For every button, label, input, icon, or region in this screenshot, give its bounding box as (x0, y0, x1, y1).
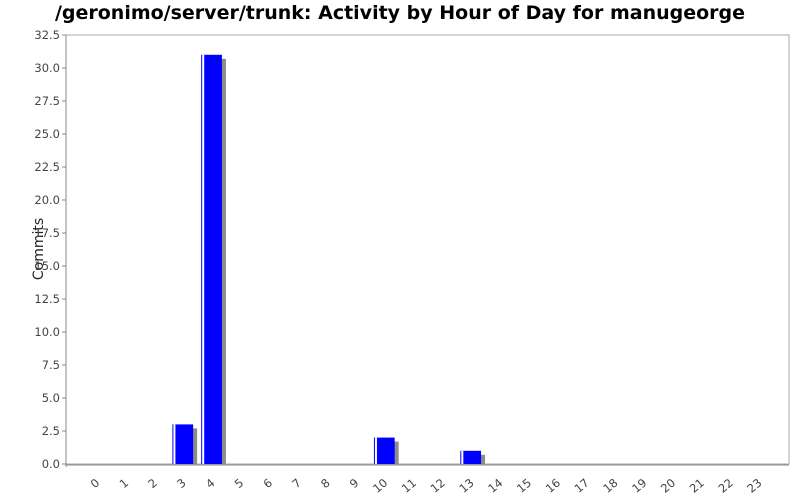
y-tick-label: 17.5 (34, 226, 60, 240)
y-tick-label: 2.5 (42, 424, 60, 438)
x-tick-label: 4 (203, 476, 218, 491)
x-tick-label: 13 (456, 476, 476, 496)
x-tick-label: 16 (543, 476, 563, 496)
y-tick-label: 7.5 (42, 358, 60, 372)
x-tick-label: 9 (347, 476, 362, 491)
y-tick-label: 22.5 (34, 160, 60, 174)
x-tick-label: 3 (174, 476, 189, 491)
y-tick-label: 12.5 (34, 292, 60, 306)
x-tick-label: 12 (428, 476, 448, 496)
x-tick-label: 1 (117, 476, 132, 491)
x-tick-label: 11 (399, 476, 419, 496)
x-tick-label: 10 (370, 476, 390, 496)
bar (460, 450, 482, 464)
bar-highlight (173, 424, 176, 464)
y-tick-label: 32.5 (34, 28, 60, 42)
x-tick-label: 5 (232, 476, 247, 491)
y-tick-label: 27.5 (34, 94, 60, 108)
x-tick-label: 6 (260, 476, 275, 491)
bar (373, 437, 395, 464)
x-tick-label: 0 (88, 476, 103, 491)
chart-title: /geronimo/server/trunk: Activity by Hour… (54, 2, 746, 24)
x-tick-label: 20 (658, 476, 678, 496)
y-tick-label: 5.0 (42, 391, 60, 405)
x-tick-label: 21 (687, 476, 707, 496)
x-tick-label: 14 (485, 476, 505, 496)
y-tick-label: 10.0 (34, 325, 60, 339)
x-tick-label: 7 (289, 476, 304, 491)
y-tick-label: 15.0 (34, 259, 60, 273)
x-tick-label: 15 (514, 476, 534, 496)
y-tick-label: 30.0 (34, 61, 60, 75)
bar (201, 54, 222, 465)
y-tick-label: 20.0 (34, 193, 60, 207)
x-tick-label: 19 (629, 476, 649, 496)
plot-area (65, 34, 790, 465)
x-tick-label: 2 (145, 476, 160, 491)
x-tick-label: 22 (716, 476, 736, 496)
x-tick-label: 8 (318, 476, 333, 491)
y-tick-label: 25.0 (34, 127, 60, 141)
bar-highlight (374, 437, 377, 464)
bar (172, 424, 194, 464)
x-tick-label: 23 (744, 476, 764, 496)
x-tick-label: 17 (572, 476, 592, 496)
bar-highlight (202, 54, 205, 465)
bar-highlight (461, 450, 464, 464)
x-tick-label: 18 (600, 476, 620, 496)
y-tick-label: 0.0 (42, 457, 60, 471)
